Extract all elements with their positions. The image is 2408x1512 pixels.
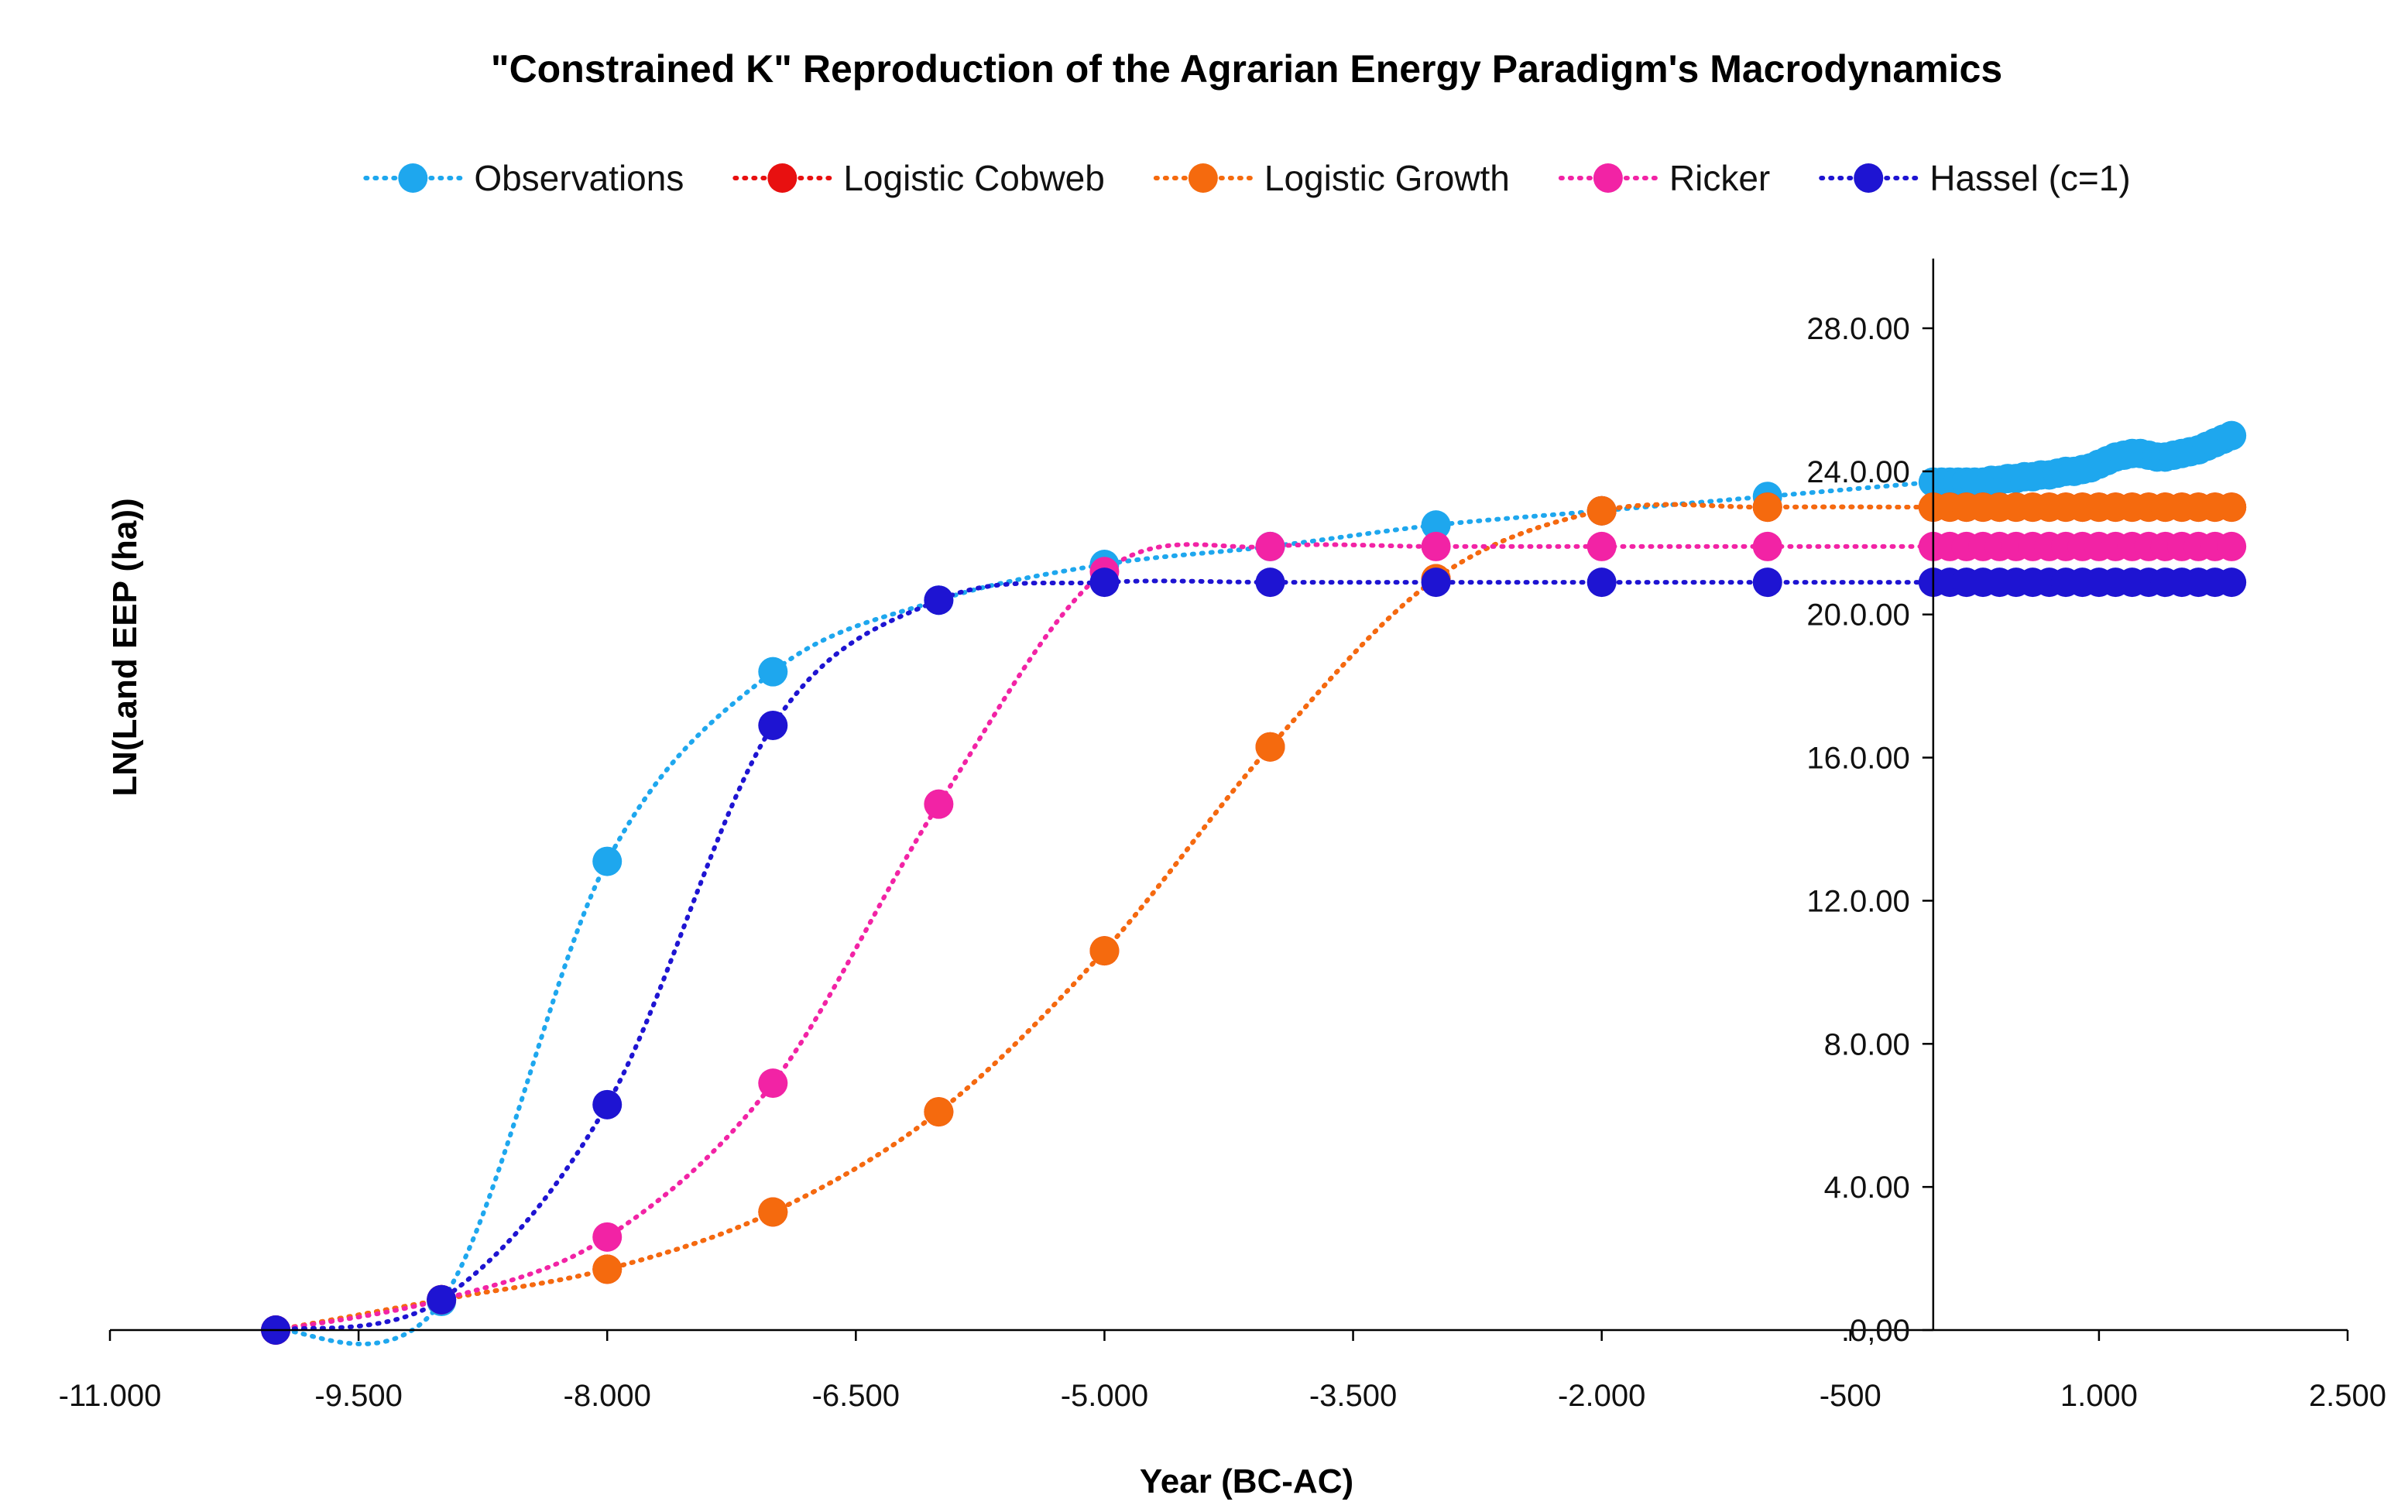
legend-label: Ricker <box>1669 158 1770 198</box>
legend-item-ricker: Ricker <box>1558 158 1770 198</box>
data-point <box>592 846 623 876</box>
data-point <box>758 657 788 687</box>
y-tick-label: 8.0.00 <box>1824 1027 1910 1061</box>
legend-label: Logistic Cobweb <box>843 158 1105 198</box>
y-axis-title: LN(Land EEP (ha)) <box>106 498 144 796</box>
y-tick-label: .0,00 <box>1841 1314 1910 1348</box>
legend-marker-swatch <box>1593 163 1623 193</box>
series-line-logistic-growth <box>273 502 2235 1332</box>
data-point <box>1421 567 1451 598</box>
data-point <box>758 710 788 740</box>
y-tick-label: 28.0.00 <box>1806 312 1909 346</box>
data-point <box>427 1284 457 1315</box>
x-axis-title: Year (BC-AC) <box>1140 1462 1353 1500</box>
x-tick-label: -8.000 <box>564 1379 651 1413</box>
data-point <box>1255 567 1285 598</box>
series-points-ricker <box>261 531 2247 1345</box>
x-tick-label: -500 <box>1820 1379 1881 1413</box>
x-tick-label: 2.500 <box>2309 1379 2386 1413</box>
data-point <box>1421 510 1451 540</box>
data-point <box>1586 531 1617 561</box>
legend-item-hassel-c-1: Hassel (c=1) <box>1819 158 2131 198</box>
x-tick-label: -3.500 <box>1309 1379 1397 1413</box>
data-point <box>2217 567 2247 598</box>
data-point <box>1089 567 1120 598</box>
y-tick-label: 24.0.00 <box>1806 455 1909 489</box>
data-point <box>924 789 954 819</box>
legend-item-logistic-growth: Logistic Growth <box>1153 158 1510 198</box>
series-points-logistic-cobweb <box>261 492 2247 1345</box>
legend-item-observations: Observations <box>363 158 684 198</box>
series-points-hassel-c-1 <box>261 567 2247 1345</box>
data-point <box>1255 531 1285 561</box>
data-point <box>592 1254 623 1284</box>
data-point <box>1752 492 1782 523</box>
data-point <box>1255 732 1285 762</box>
y-tick-label: 12.0.00 <box>1806 884 1909 918</box>
legend-label: Observations <box>474 158 684 198</box>
y-axis-ticks: .0,00 4.0.00 8.0.00 12.0.00 16.0.00 20.0.00 24… <box>1806 312 1933 1348</box>
x-tick-label: -5.000 <box>1061 1379 1148 1413</box>
chart-title: "Constrained K" Reproduction of the Agra… <box>491 47 2002 91</box>
series-line-logistic-cobweb <box>273 502 2235 1332</box>
data-point <box>1089 936 1120 966</box>
data-point <box>2217 531 2247 561</box>
legend-item-logistic-cobweb: Logistic Cobweb <box>732 158 1105 198</box>
axes: -11.000 -9.500 -8.000 -6.500 -5.000 -3.500 -2.… <box>59 259 2386 1413</box>
legend-marker-swatch <box>1854 163 1884 193</box>
series-markers <box>261 420 2247 1345</box>
data-point <box>1421 531 1451 561</box>
data-point <box>2217 420 2247 451</box>
x-tick-label: -11.000 <box>59 1379 162 1413</box>
y-tick-label: 16.0.00 <box>1806 742 1909 776</box>
y-tick-label: 4.0.00 <box>1824 1171 1910 1205</box>
legend-marker-swatch <box>398 163 428 193</box>
data-point <box>1586 495 1617 526</box>
x-axis-ticks: -11.000 -9.500 -8.000 -6.500 -5.000 -3.500 -2.… <box>59 1330 2386 1413</box>
legend-label: Logistic Growth <box>1264 158 1510 198</box>
data-point <box>758 1197 788 1227</box>
data-point <box>1752 531 1782 561</box>
x-tick-label: -6.500 <box>812 1379 900 1413</box>
series-line-ricker <box>273 542 2235 1332</box>
data-point <box>924 585 954 615</box>
data-point <box>1586 567 1617 598</box>
legend: Observations Logistic Cobweb Logistic Grow… <box>363 158 2131 198</box>
data-point <box>1752 567 1782 598</box>
data-point <box>592 1222 623 1252</box>
x-tick-label: 1.000 <box>2060 1379 2138 1413</box>
data-point <box>592 1089 623 1119</box>
x-tick-label: -2.000 <box>1558 1379 1645 1413</box>
series-points-logistic-growth <box>261 492 2247 1345</box>
legend-marker-swatch <box>1188 163 1218 193</box>
x-tick-label: -9.500 <box>314 1379 402 1413</box>
legend-marker-swatch <box>767 163 798 193</box>
data-point <box>2217 492 2247 523</box>
y-tick-label: 20.0.00 <box>1806 598 1909 633</box>
data-point <box>924 1097 954 1127</box>
data-point <box>758 1068 788 1099</box>
legend-label: Hassel (c=1) <box>1929 158 2130 198</box>
